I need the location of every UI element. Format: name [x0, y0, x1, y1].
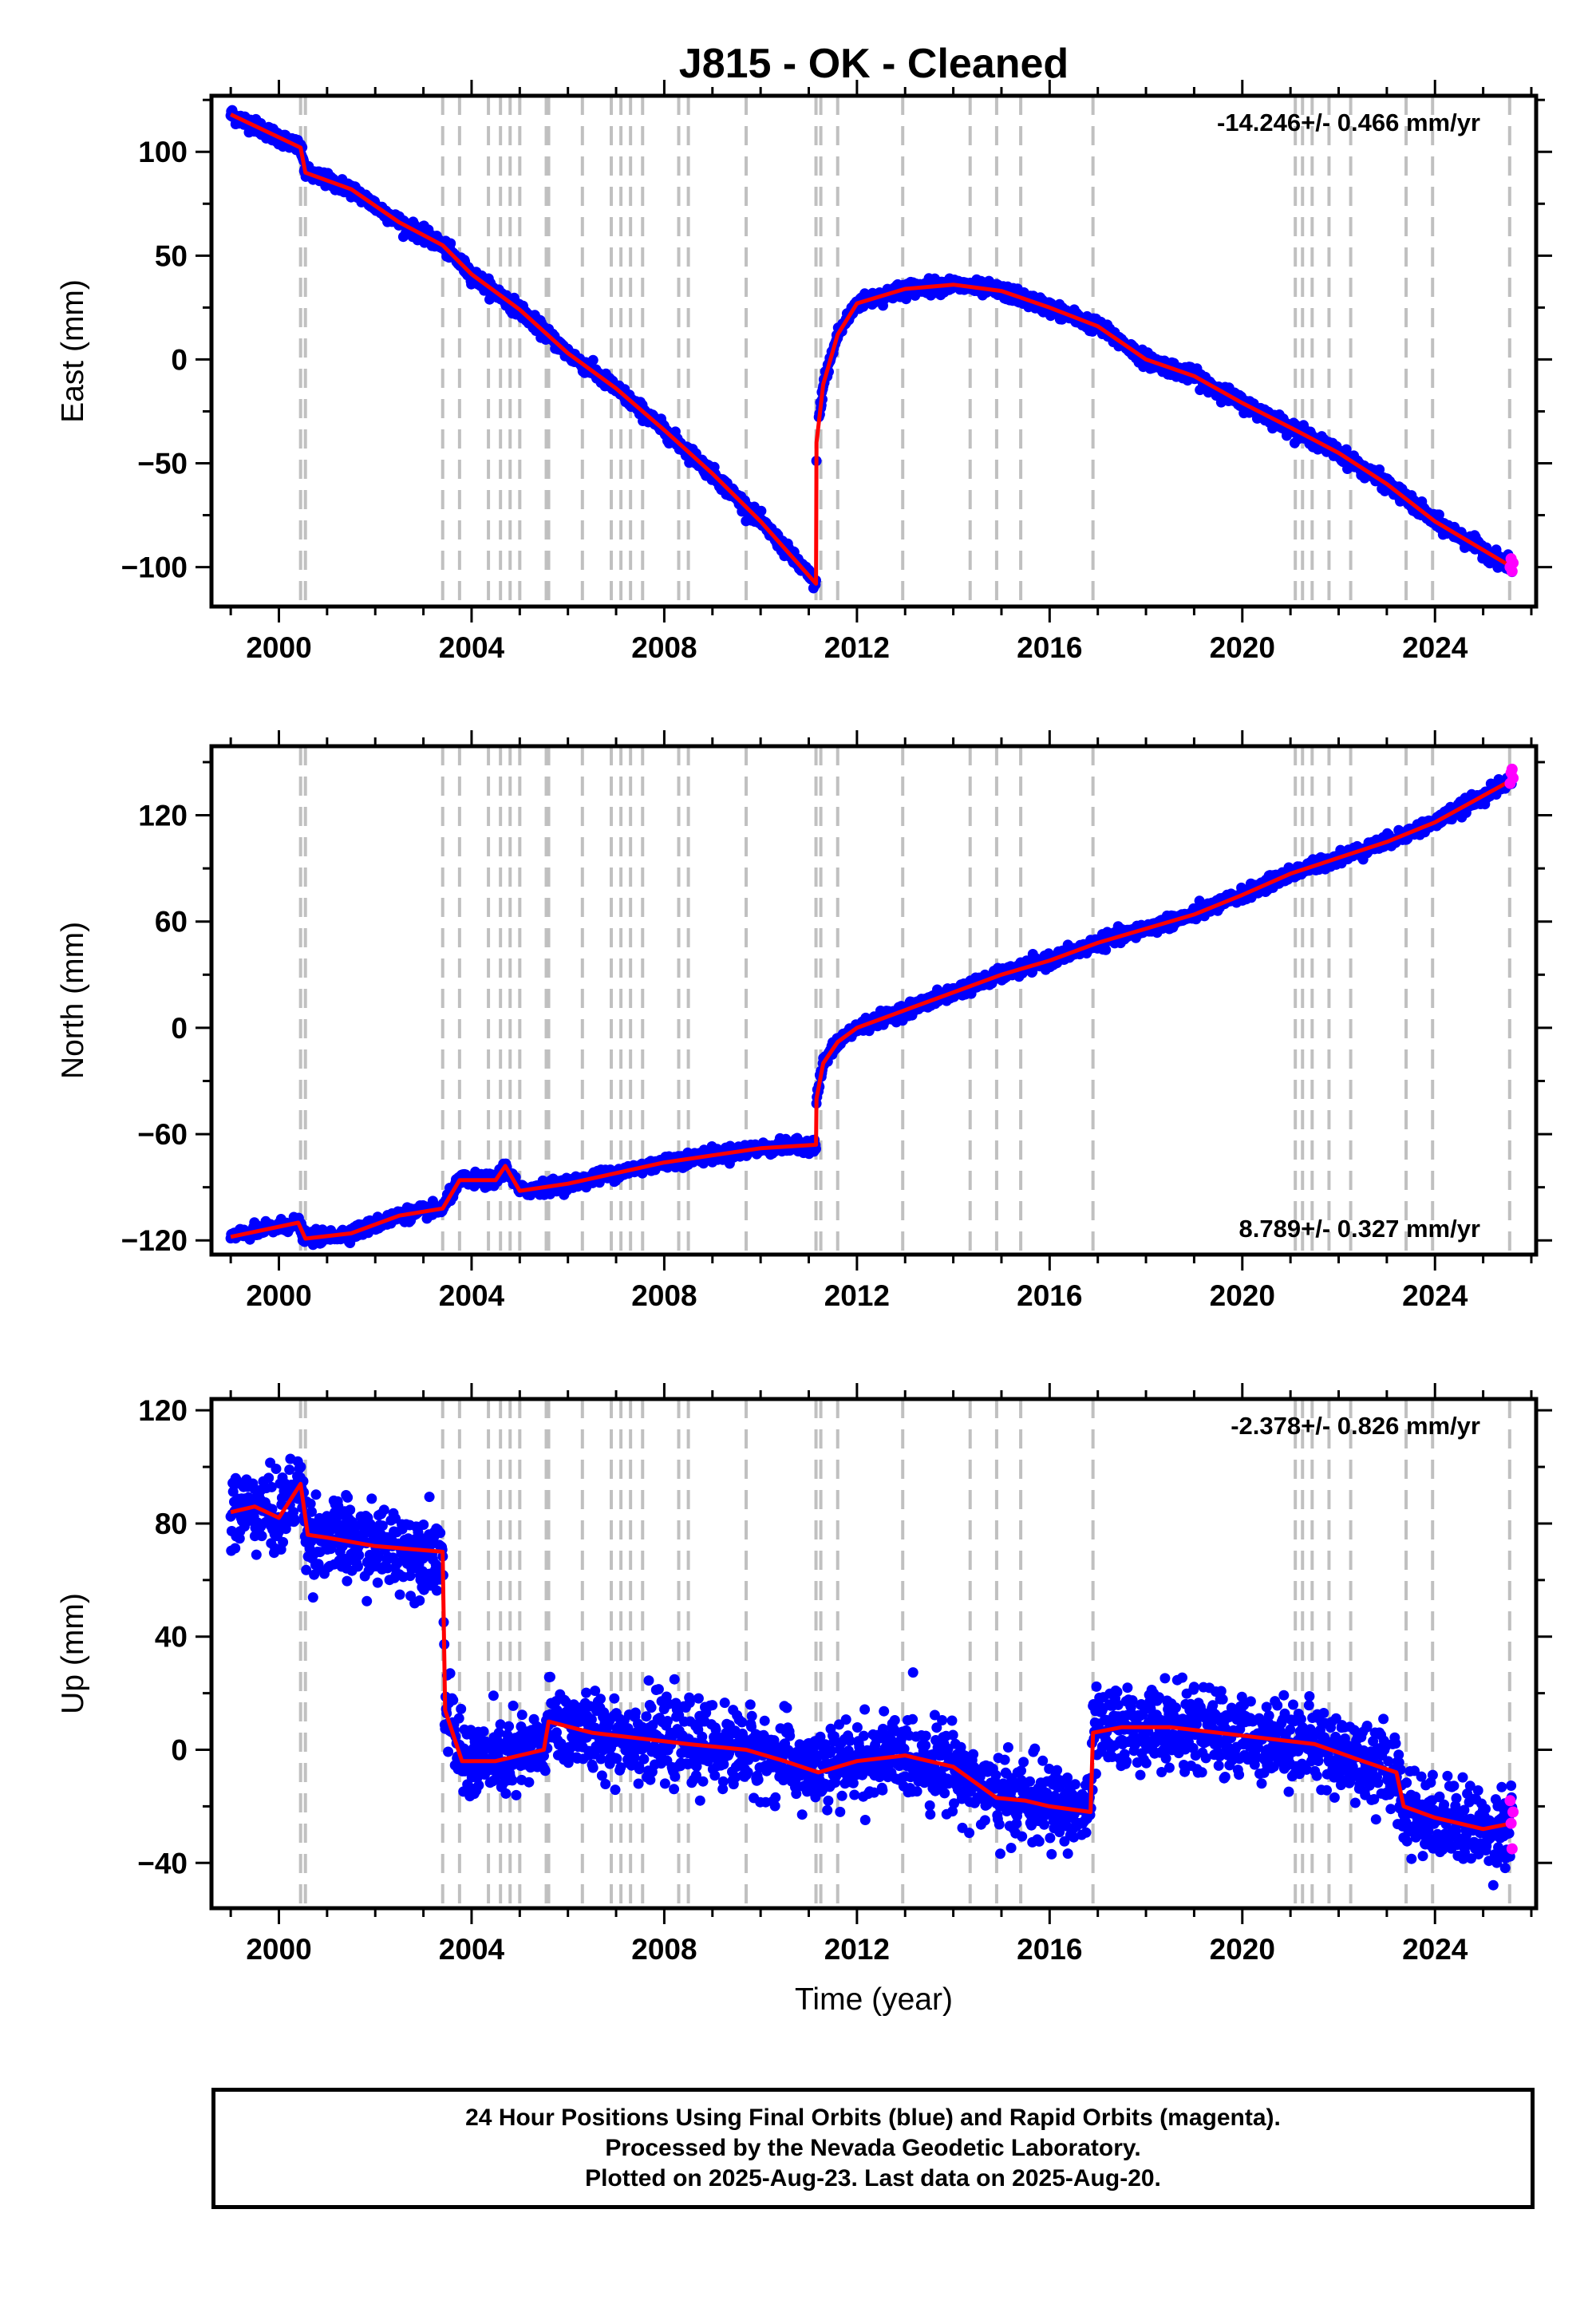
- final-orbit-point: [1374, 464, 1385, 475]
- x-tick-label: 2008: [631, 631, 697, 664]
- figure-title: J815 - OK - Cleaned: [679, 41, 1069, 87]
- final-orbit-point: [901, 294, 911, 305]
- north-panel: 2000 2004 2008 2012 2016 2020 2024−120−6006012…: [56, 730, 1552, 1312]
- y-tick-label: 0: [171, 343, 188, 376]
- final-orbit-point: [445, 238, 456, 249]
- final-orbit-point: [587, 354, 598, 366]
- rapid-orbit-points: [1504, 553, 1519, 577]
- final-orbit-point: [1100, 944, 1112, 955]
- rapid-orbit-point: [1507, 557, 1519, 569]
- plot-frame: [209, 93, 1539, 609]
- x-tick-label: 2024: [1402, 631, 1468, 664]
- east-panel: 2000 2004 2008 2012 2016 2020 2024 −100 −50 0 50 10…: [56, 80, 1552, 664]
- y-tick-label: −100: [121, 551, 188, 584]
- rapid-orbit-point: [1506, 565, 1518, 577]
- x-tick-label: 2004: [439, 631, 505, 664]
- y-axis-label: East (mm): [56, 279, 90, 423]
- x-tick-label: 2000: [246, 631, 311, 664]
- model-line: [230, 113, 1514, 586]
- y-tick-label: 100: [138, 136, 188, 168]
- plot-area: [225, 96, 1519, 607]
- y-tick-label: 50: [155, 239, 188, 272]
- velocity-label: -14.246+/- 0.466 mm/yr: [1217, 109, 1480, 136]
- final-orbit-points: [225, 105, 1518, 594]
- y-tick-label: −50: [137, 447, 188, 480]
- final-orbit-points: [225, 773, 1518, 1251]
- x-tick-label: 2020: [1210, 631, 1275, 664]
- x-tick-label: 2016: [1017, 631, 1082, 664]
- final-orbit-point: [756, 505, 767, 516]
- x-tick-label: 2012: [824, 631, 890, 664]
- plot-area: [225, 746, 1519, 1255]
